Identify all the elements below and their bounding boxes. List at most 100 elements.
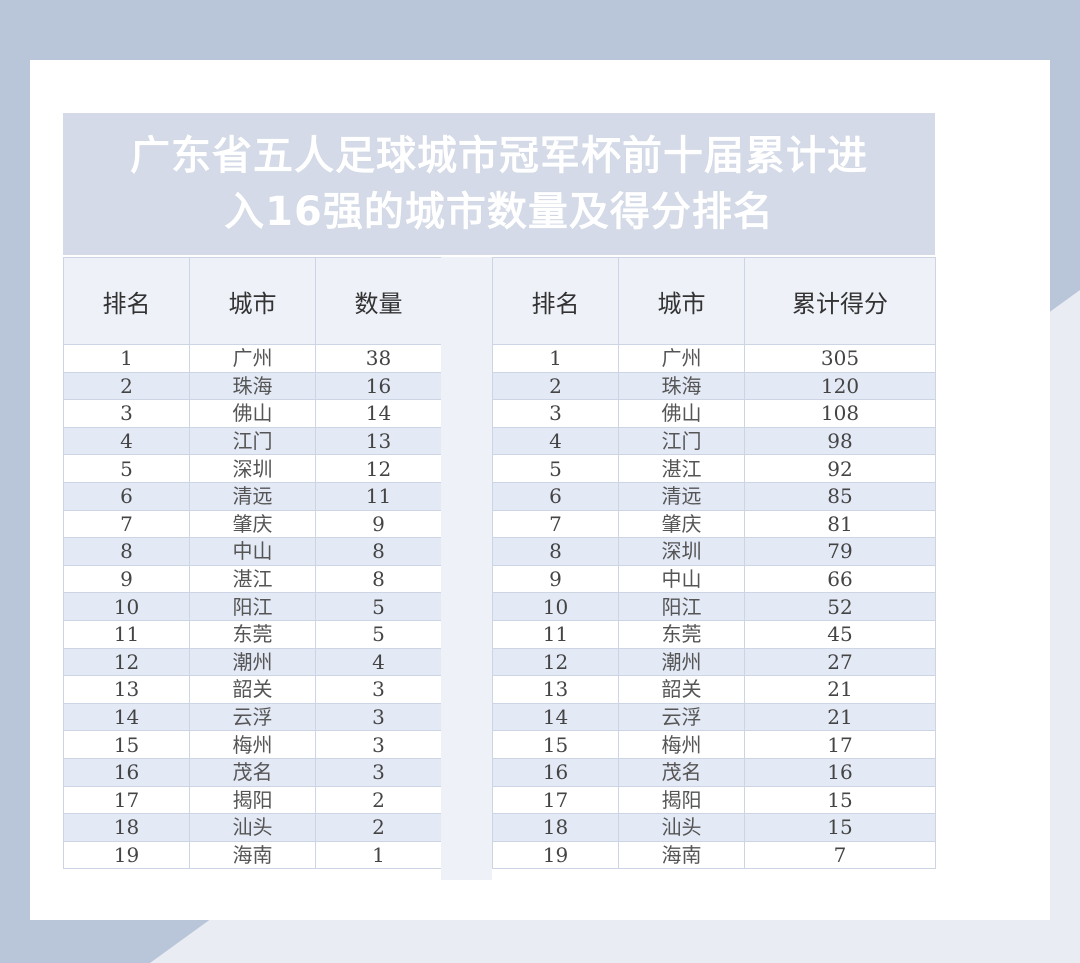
rank-cell: 12 bbox=[492, 647, 619, 677]
header-row: 排名 城市 累计得分 bbox=[492, 257, 936, 345]
city-cell: 广州 bbox=[618, 344, 745, 373]
city-cell: 阳江 bbox=[618, 592, 745, 621]
rank-cell: 3 bbox=[63, 399, 190, 428]
city-cell: 深圳 bbox=[618, 537, 745, 566]
count-cell: 1 bbox=[315, 840, 442, 870]
page-title: 广东省五人足球城市冠军杯前十届累计进 入16强的城市数量及得分排名 bbox=[63, 113, 935, 255]
count-cell: 3 bbox=[315, 675, 442, 704]
city-cell: 揭阳 bbox=[189, 785, 316, 815]
table-row: 3 佛山 108 bbox=[492, 399, 936, 428]
rank-cell: 14 bbox=[63, 702, 190, 732]
count-cell: 14 bbox=[315, 399, 442, 428]
header-row: 排名 城市 数量 bbox=[63, 257, 442, 345]
table-row: 3 佛山 14 bbox=[63, 399, 442, 428]
score-cell: 21 bbox=[744, 702, 936, 732]
table-row: 12 潮州 27 bbox=[492, 647, 936, 677]
score-cell: 17 bbox=[744, 730, 936, 759]
score-cell: 7 bbox=[744, 840, 936, 870]
count-cell: 13 bbox=[315, 426, 442, 456]
score-cell: 79 bbox=[744, 537, 936, 566]
table-row: 15 梅州 3 bbox=[63, 730, 442, 759]
table-row: 1 广州 38 bbox=[63, 344, 442, 373]
score-cell: 120 bbox=[744, 371, 936, 401]
score-cell: 15 bbox=[744, 813, 936, 842]
header-score: 累计得分 bbox=[744, 257, 936, 345]
table-row: 12 潮州 4 bbox=[63, 647, 442, 677]
count-cell: 2 bbox=[315, 813, 442, 842]
rank-cell: 19 bbox=[63, 840, 190, 870]
rank-cell: 9 bbox=[63, 564, 190, 594]
table-row: 5 深圳 12 bbox=[63, 454, 442, 483]
table-row: 13 韶关 3 bbox=[63, 675, 442, 704]
table-row: 11 东莞 45 bbox=[492, 619, 936, 649]
city-cell: 东莞 bbox=[189, 619, 316, 649]
score-ranking-table: 排名 城市 累计得分 1 广州 305 2 珠海 120 3 佛山 108 4 江门 98 5 湛江 92 6… bbox=[492, 257, 936, 870]
rank-cell: 10 bbox=[492, 592, 619, 621]
city-cell: 清远 bbox=[618, 481, 745, 511]
rank-cell: 2 bbox=[492, 371, 619, 401]
table-row: 2 珠海 16 bbox=[63, 371, 442, 401]
table-row: 6 清远 11 bbox=[63, 481, 442, 511]
score-cell: 45 bbox=[744, 619, 936, 649]
table-row: 14 云浮 21 bbox=[492, 702, 936, 732]
rank-cell: 11 bbox=[63, 619, 190, 649]
header-city: 城市 bbox=[189, 257, 316, 345]
rank-cell: 7 bbox=[492, 509, 619, 539]
rank-cell: 16 bbox=[492, 757, 619, 787]
count-cell: 8 bbox=[315, 564, 442, 594]
rank-cell: 13 bbox=[63, 675, 190, 704]
city-cell: 揭阳 bbox=[618, 785, 745, 815]
title-line-2: 入16强的城市数量及得分排名 bbox=[224, 189, 774, 235]
city-cell: 梅州 bbox=[618, 730, 745, 759]
count-cell: 5 bbox=[315, 592, 442, 621]
rank-cell: 17 bbox=[63, 785, 190, 815]
city-cell: 云浮 bbox=[618, 702, 745, 732]
city-cell: 茂名 bbox=[618, 757, 745, 787]
count-cell: 12 bbox=[315, 454, 442, 483]
city-cell: 海南 bbox=[189, 840, 316, 870]
city-cell: 潮州 bbox=[618, 647, 745, 677]
count-ranking-table: 排名 城市 数量 1 广州 38 2 珠海 16 3 佛山 14 4 江门 13 5 深圳 12 6 清远 11 7… bbox=[63, 257, 442, 870]
score-cell: 81 bbox=[744, 509, 936, 539]
count-cell: 4 bbox=[315, 647, 442, 677]
city-cell: 湛江 bbox=[618, 454, 745, 483]
count-cell: 3 bbox=[315, 730, 442, 759]
city-cell: 海南 bbox=[618, 840, 745, 870]
table-row: 14 云浮 3 bbox=[63, 702, 442, 732]
score-cell: 27 bbox=[744, 647, 936, 677]
city-cell: 江门 bbox=[618, 426, 745, 456]
table-row: 9 中山 66 bbox=[492, 564, 936, 594]
rank-cell: 18 bbox=[63, 813, 190, 842]
city-cell: 珠海 bbox=[189, 371, 316, 401]
table-row: 6 清远 85 bbox=[492, 481, 936, 511]
table-row: 5 湛江 92 bbox=[492, 454, 936, 483]
rank-cell: 7 bbox=[63, 509, 190, 539]
count-cell: 8 bbox=[315, 537, 442, 566]
table-row: 7 肇庆 81 bbox=[492, 509, 936, 539]
rank-cell: 8 bbox=[492, 537, 619, 566]
count-cell: 38 bbox=[315, 344, 442, 373]
rank-cell: 6 bbox=[492, 481, 619, 511]
score-cell: 108 bbox=[744, 399, 936, 428]
table-row: 9 湛江 8 bbox=[63, 564, 442, 594]
score-cell: 15 bbox=[744, 785, 936, 815]
count-cell: 11 bbox=[315, 481, 442, 511]
city-cell: 汕头 bbox=[618, 813, 745, 842]
rank-cell: 15 bbox=[63, 730, 190, 759]
score-cell: 92 bbox=[744, 454, 936, 483]
city-cell: 湛江 bbox=[189, 564, 316, 594]
rank-cell: 14 bbox=[492, 702, 619, 732]
rank-cell: 6 bbox=[63, 481, 190, 511]
rank-cell: 8 bbox=[63, 537, 190, 566]
count-cell: 9 bbox=[315, 509, 442, 539]
table-row: 16 茂名 3 bbox=[63, 757, 442, 787]
city-cell: 东莞 bbox=[618, 619, 745, 649]
table-row: 7 肇庆 9 bbox=[63, 509, 442, 539]
table-row: 13 韶关 21 bbox=[492, 675, 936, 704]
rank-cell: 12 bbox=[63, 647, 190, 677]
city-cell: 韶关 bbox=[618, 675, 745, 704]
rank-cell: 18 bbox=[492, 813, 619, 842]
count-cell: 3 bbox=[315, 757, 442, 787]
rank-cell: 9 bbox=[492, 564, 619, 594]
table-row: 15 梅州 17 bbox=[492, 730, 936, 759]
